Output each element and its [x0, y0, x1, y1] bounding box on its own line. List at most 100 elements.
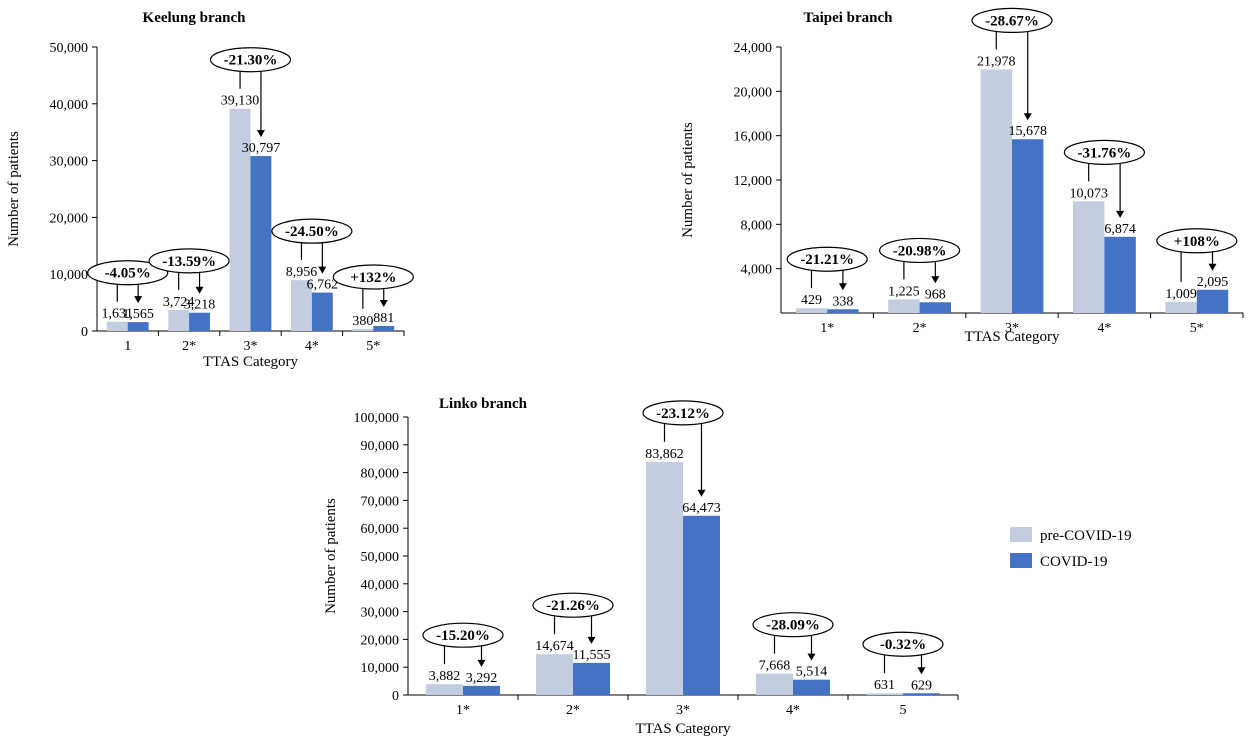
bar-covid: [373, 325, 395, 331]
linko-chart: 0 10,000 20,000 30,000 40,000 50,000 60,000 70,…: [323, 396, 959, 737]
bar-covid: [1196, 289, 1229, 313]
change-label: -4.05%: [105, 266, 151, 282]
x-tick-label: 1: [124, 339, 131, 354]
data-label-covid: 3,292: [466, 671, 498, 686]
y-tick-label: 24,000: [734, 41, 773, 56]
change-label: -28.09%: [766, 618, 820, 634]
bar-pre-covid: [352, 328, 374, 331]
change-label: -0.32%: [880, 637, 926, 653]
y-tick-label: 8,000: [741, 218, 773, 233]
change-arrow-head: [256, 130, 265, 138]
data-label-pre-covid: 14,674: [535, 639, 574, 654]
change-label: -13.59%: [162, 254, 216, 270]
bar-pre-covid: [426, 684, 463, 695]
data-label-covid: 15,678: [1008, 124, 1047, 139]
y-tick-label: 20,000: [50, 211, 89, 226]
change-label: -21.30%: [224, 53, 278, 69]
chart-title: Keelung branch: [143, 10, 247, 26]
data-label-pre-covid: 21,978: [977, 54, 1016, 69]
data-label-covid: 968: [925, 287, 946, 302]
data-label-covid: 11,555: [573, 648, 611, 663]
y-tick-label: 60,000: [361, 522, 400, 537]
y-tick-label: 10,000: [50, 268, 89, 283]
change-ellipse: [209, 47, 292, 73]
y-tick-label: 100,000: [354, 411, 400, 426]
y-tick-label: 10,000: [361, 661, 400, 676]
change-ellipse: [87, 260, 169, 286]
y-tick-label: 80,000: [361, 467, 400, 482]
data-label-pre-covid: 3,724: [163, 295, 195, 310]
bar-covid: [189, 312, 210, 331]
data-label-pre-covid: 631: [874, 678, 895, 693]
change-label: -20.98%: [893, 243, 947, 259]
change-arrow-head: [697, 489, 706, 497]
legend-swatch-covid: [1010, 553, 1032, 568]
bar-pre-covid: [980, 69, 1012, 314]
change-arrow-head: [134, 296, 143, 304]
legend-label-pre: pre-COVID-19: [1040, 528, 1132, 544]
change-arrow-head: [1023, 113, 1032, 121]
change-ellipse: [332, 264, 414, 290]
change-ellipse: [786, 246, 868, 272]
x-tick-label: 5: [900, 703, 907, 718]
data-label-pre-covid: 83,862: [645, 447, 684, 462]
bar-covid: [683, 515, 720, 695]
change-ellipse: [878, 237, 961, 264]
data-label-covid: 6,874: [1104, 222, 1136, 237]
change-ellipse: [642, 400, 724, 426]
bar-pre-covid: [646, 461, 683, 695]
y-tick-label: 30,000: [361, 606, 400, 621]
bar-covid: [793, 679, 830, 695]
y-tick-label: 16,000: [734, 130, 773, 145]
legend-label-covid: COVID-19: [1040, 554, 1108, 570]
data-label-covid: 2,095: [1197, 275, 1229, 290]
data-label-covid: 64,473: [682, 501, 721, 516]
bar-pre-covid: [756, 673, 793, 695]
bar-pre-covid: [888, 299, 920, 313]
data-label-pre-covid: 380: [352, 314, 373, 329]
change-ellipse: [422, 622, 504, 648]
data-label-pre-covid: 1,009: [1165, 287, 1197, 302]
y-axis-label: Number of patients: [6, 131, 22, 247]
change-arrow-head: [195, 286, 204, 294]
x-tick-label: 1*: [820, 321, 834, 336]
data-label-covid: 1,565: [122, 307, 154, 322]
y-tick-label: 40,000: [50, 98, 89, 113]
x-tick-label: 5*: [1190, 321, 1204, 336]
y-tick-label: 0: [392, 689, 399, 704]
x-axis-label: TTAS Category: [635, 721, 731, 737]
change-arrow-head: [379, 299, 388, 307]
data-label-pre-covid: 1,631: [102, 307, 134, 322]
change-ellipse: [971, 7, 1053, 34]
data-label-covid: 338: [832, 294, 853, 309]
change-label: -24.50%: [285, 224, 339, 240]
bar-covid: [463, 685, 500, 695]
bar-pre-covid: [536, 654, 573, 695]
data-label-pre-covid: 3,882: [429, 669, 461, 684]
change-label: -28.67%: [985, 13, 1039, 29]
change-label: -31.76%: [1078, 145, 1132, 161]
y-tick-label: 90,000: [361, 439, 400, 454]
change-label: -15.20%: [436, 628, 490, 644]
bar-pre-covid: [795, 308, 828, 313]
taipei-chart: 4,000 8,000 12,000 16,000 20,000 24,000 Taipei…: [680, 7, 1244, 345]
x-tick-label: 2*: [913, 321, 927, 336]
data-label-pre-covid: 10,073: [1069, 186, 1108, 201]
bar-pre-covid: [229, 108, 251, 331]
x-tick-label: 5*: [366, 339, 380, 354]
legend: pre-COVID-19 COVID-19: [1010, 527, 1132, 570]
y-tick-label: 70,000: [361, 494, 400, 509]
chart-title: Linko branch: [439, 396, 528, 412]
change-arrow-head: [917, 667, 926, 675]
x-axis-label: TTAS Category: [203, 354, 299, 370]
x-axis-label: TTAS Category: [964, 329, 1060, 345]
y-tick-label: 0: [81, 325, 88, 340]
y-tick-label: 50,000: [50, 41, 89, 56]
change-ellipse: [752, 612, 834, 638]
change-label: +132%: [350, 270, 396, 286]
bar-pre-covid: [1072, 201, 1105, 313]
bar-pre-covid: [291, 280, 312, 331]
x-tick-label: 2*: [566, 703, 580, 718]
change-ellipse: [1063, 139, 1146, 165]
